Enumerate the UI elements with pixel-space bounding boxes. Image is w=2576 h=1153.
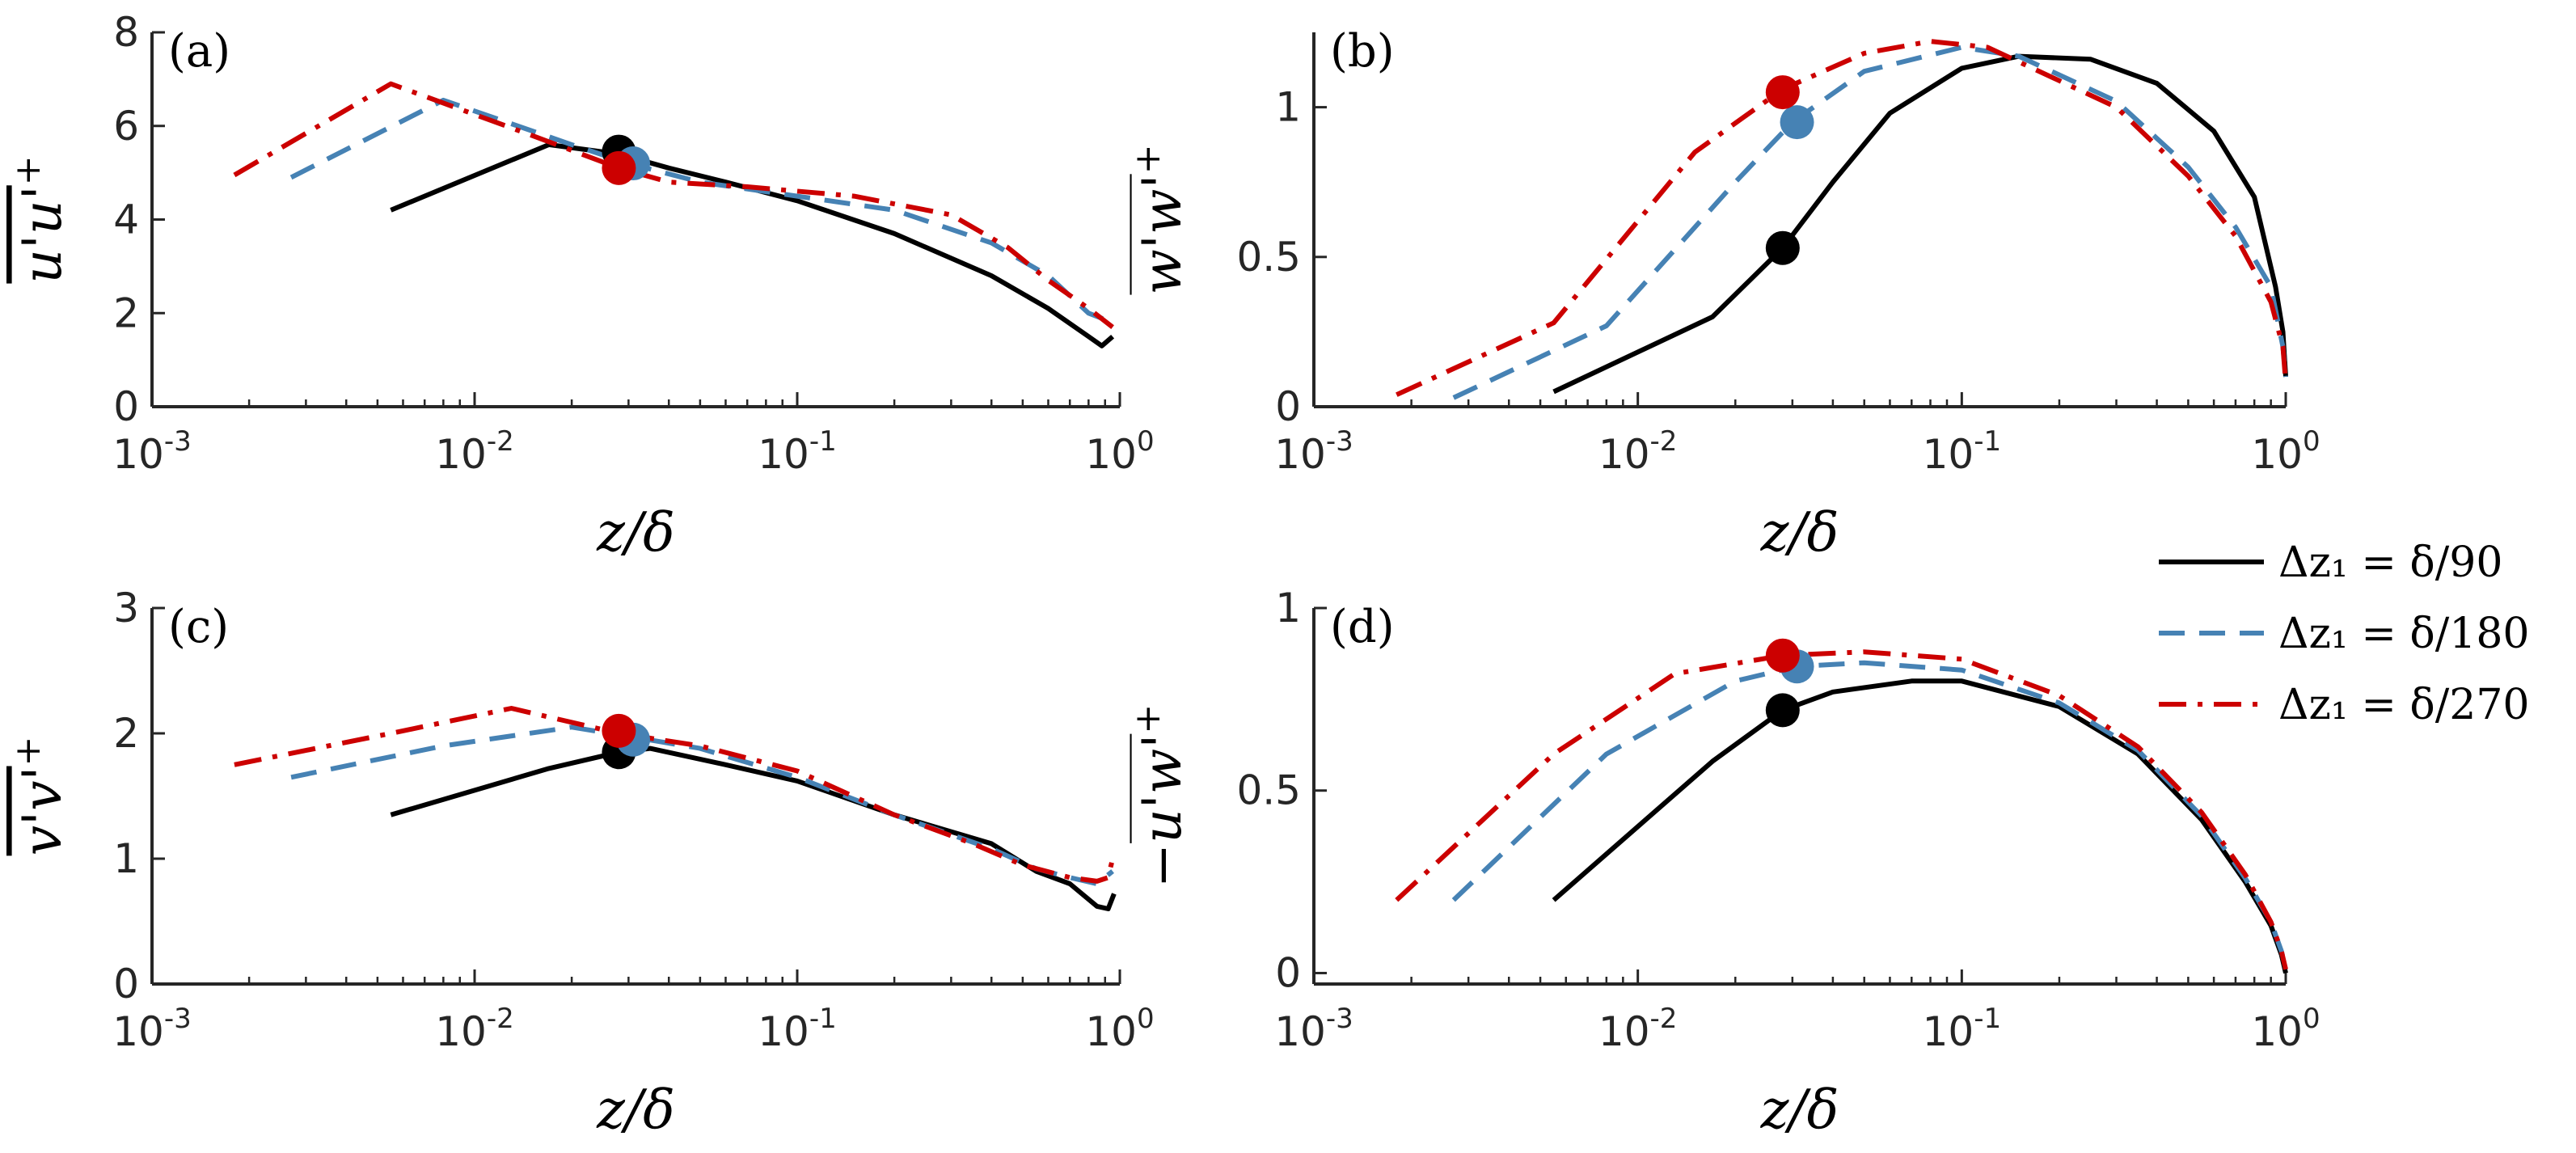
legend: Δz₁ = δ/90 Δz₁ = δ/180 Δz₁ = δ/270 [2159,538,2530,729]
data-point-marker-2 [602,150,636,185]
x-tick-label: 10-1 [758,1003,837,1055]
series-line-0 [390,141,1115,348]
legend-label-2: Δz₁ = δ/270 [2278,681,2530,729]
y-axis-label: −u'w'+ [1127,704,1193,888]
y-tick-label: 3 [113,585,139,631]
y-axis-label-text: −u'w'+ [1127,704,1193,888]
y-tick-label: 1 [1275,84,1301,131]
data-point-marker-0 [1765,693,1800,728]
x-tick-label: 10-2 [435,1003,514,1055]
x-tick-label: 10-2 [1598,425,1678,478]
data-point-marker-1 [1780,105,1814,140]
x-axis-label: z/δ [1760,1079,1839,1141]
series-line-1 [290,724,1114,886]
panel-a: 0 2 4 6 8 10-3 10-2 10-1 100 z/δ u'u'+ (a) [7,9,1155,564]
panel-label: (d) [1330,601,1395,653]
y-tick-label: 8 [113,9,139,56]
panel-label: (b) [1330,25,1395,78]
legend-label-0: Δz₁ = δ/90 [2278,538,2502,587]
series-line-1 [289,97,1114,325]
panel-c: 0 1 2 3 10-3 10-2 10-1 100 z/δ v'v'+ (c) [7,585,1155,1141]
x-tick-label: 100 [1085,425,1154,478]
series-line-2 [1395,649,2288,970]
series-line-1 [1452,44,2288,400]
y-axis-label: w'w'+ [1127,144,1193,294]
y-tick-label: 2 [113,289,139,336]
y-tick-label: 4 [113,196,139,243]
y-tick-label: 0.5 [1236,767,1301,814]
data-point-marker-0 [1765,230,1800,265]
series-line-0 [1552,678,2288,974]
series-line-2 [234,706,1117,884]
x-tick-label: 100 [1085,1003,1154,1055]
x-tick-label: 10-2 [435,425,514,478]
x-tick-label: 100 [2251,1003,2320,1055]
y-tick-label: 1 [1275,585,1301,631]
series-line-0 [1552,53,2288,395]
x-tick-label: 10-1 [1923,425,2002,478]
panel-b: 0 0.5 1 10-3 10-2 10-1 100 z/δ w'w'+ (b) [1127,25,2321,564]
y-tick-label: 6 [113,103,139,150]
series-line-2 [1396,39,2288,397]
data-point-marker-2 [1765,638,1800,673]
panel-d: 0 0.5 1 10-3 10-2 10-1 100 z/δ −u'w'+ (d) [1127,585,2321,1141]
series-line-0 [390,745,1117,911]
x-axis-label: z/δ [596,501,675,564]
data-point-marker-2 [602,713,636,748]
data-point-marker-2 [1765,75,1800,110]
y-axis-label-text: u'u'+ [7,155,74,283]
x-tick-label: 10-2 [1598,1003,1678,1055]
y-axis-label: v'v'+ [7,737,74,856]
y-tick-label: 0 [113,961,139,1007]
y-tick-label: 0 [1275,383,1301,430]
x-tick-label: 100 [2251,425,2320,478]
y-tick-label: 0 [113,383,139,430]
series-line-2 [233,81,1114,329]
x-tick-label: 10-3 [1274,425,1353,478]
x-tick-label: 10-1 [1923,1003,2002,1055]
series-line-1 [1451,660,2288,970]
y-tick-label: 2 [113,710,139,757]
x-axis-label: z/δ [596,1079,675,1141]
x-tick-label: 10-3 [1274,1003,1353,1055]
legend-label-1: Δz₁ = δ/180 [2278,610,2530,658]
x-axis-label: z/δ [1760,501,1839,564]
panel-label: (c) [168,601,229,653]
y-axis-label-text: v'v'+ [7,737,74,856]
y-tick-label: 1 [113,835,139,882]
y-tick-label: 0 [1275,949,1301,996]
x-tick-label: 10-3 [112,1003,192,1055]
panel-label: (a) [168,25,230,78]
y-axis-label: u'u'+ [7,155,74,283]
x-tick-label: 10-1 [758,425,837,478]
x-tick-label: 10-3 [112,425,192,478]
y-axis-label-text: w'w'+ [1127,144,1193,294]
y-tick-label: 0.5 [1236,234,1301,281]
